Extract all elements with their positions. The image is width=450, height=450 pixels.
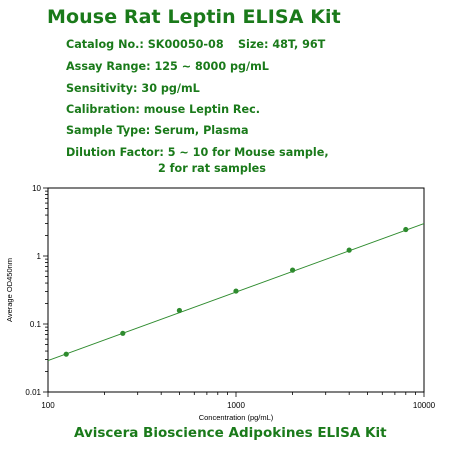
data-point — [63, 351, 69, 357]
x-tick-label: 1000 — [227, 401, 245, 410]
sensitivity: Sensitivity: 30 pg/mL — [66, 82, 200, 95]
y-tick-label: 10 — [32, 184, 41, 193]
standard-curve-chart: 100 1000 10000 0.01 0.1 1 10 Concentration (pg/… — [0, 178, 450, 428]
assay-range: Assay Range: 125 ~ 8000 pg/mL — [66, 60, 269, 73]
data-point — [346, 247, 352, 253]
catalog-number: Catalog No.: SK00050-08 — [66, 38, 224, 51]
y-tick-label: 1 — [37, 252, 42, 261]
data-points-group — [63, 226, 409, 357]
dilution-factor-line2: 2 for rat samples — [158, 162, 266, 175]
data-point — [176, 307, 183, 314]
data-point — [120, 330, 126, 336]
calibration: Calibration: mouse Leptin Rec. — [66, 103, 261, 116]
chart-axes — [43, 187, 425, 397]
x-axis-label: Concentration (pg/mL) — [199, 413, 274, 422]
page-title: Mouse Rat Leptin ELISA Kit — [47, 6, 341, 28]
y-tick-label: 0.01 — [25, 388, 41, 397]
footer-text: Aviscera Bioscience Adipokines ELISA Kit — [74, 425, 387, 441]
kit-size: Size: 48T, 96T — [238, 38, 326, 51]
data-point — [233, 288, 239, 294]
dilution-factor-line1: Dilution Factor: 5 ~ 10 for Mouse sample… — [66, 146, 329, 159]
data-point — [289, 267, 296, 273]
x-tick-label: 100 — [41, 401, 55, 410]
y-tick-label: 0.1 — [30, 320, 42, 329]
standard-curve-svg: 100 1000 10000 0.01 0.1 1 10 Concentration (pg/… — [5, 184, 436, 422]
sample-type: Sample Type: Serum, Plasma — [66, 124, 249, 137]
y-axis-label: Average OD450nm — [5, 258, 14, 322]
axis-labels-group: 100 1000 10000 0.01 0.1 1 10 Concentration (pg/… — [5, 184, 436, 422]
data-point — [403, 226, 409, 233]
x-tick-label: 10000 — [413, 401, 436, 410]
